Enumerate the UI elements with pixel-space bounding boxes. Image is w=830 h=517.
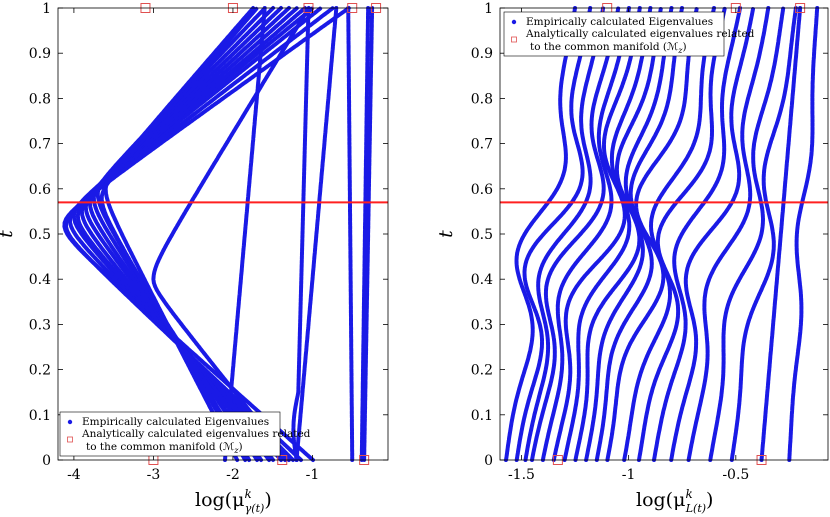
legend-entry-analytic: Analytically calculated eigenvalues rela… — [81, 428, 311, 440]
series-line-11 — [622, 6, 716, 462]
legend-entry-tail: ) — [238, 441, 242, 453]
legend-dot-icon — [67, 419, 73, 425]
series-line-2 — [523, 6, 606, 462]
y-tick-label: 0.4 — [471, 272, 493, 288]
series-line-6 — [562, 6, 653, 462]
y-tick-label: 1 — [42, 1, 51, 17]
y-tick-label: 0.2 — [29, 363, 51, 379]
y-tick-label: 0 — [42, 453, 51, 469]
series-line-0 — [504, 6, 577, 462]
y-tick-label: 0.5 — [29, 227, 51, 243]
series-line-6 — [83, 6, 291, 462]
y-tick-label: 0.6 — [29, 182, 51, 198]
y-axis-label: t — [435, 230, 457, 238]
legend-entry-analytic-cont: to the common manifold (ℳz) — [86, 441, 243, 455]
x-tick-label: -4 — [67, 467, 81, 483]
y-tick-label: 0.8 — [29, 91, 51, 107]
x-axis-label-sup: k — [244, 487, 251, 501]
y-tick-label: 0.9 — [29, 46, 51, 62]
legend-box — [59, 411, 281, 457]
series-line-10 — [99, 6, 260, 462]
legend-entry-empirical: Empirically calculated Eigenvalues — [526, 16, 713, 28]
x-axis-label-sub: L(t) — [685, 502, 706, 515]
x-axis-label-base: log(μ — [636, 489, 685, 511]
x-axis-label-sub: γ(t) — [245, 502, 265, 515]
series-line-4 — [75, 6, 307, 462]
y-tick-label: 0.4 — [29, 272, 51, 288]
y-tick-label: 0.3 — [471, 317, 493, 333]
x-axis-label-close: ) — [706, 489, 713, 511]
y-tick-label: 0.7 — [29, 137, 51, 153]
x-tick-label: -3 — [147, 467, 161, 483]
y-tick-label: 0.8 — [471, 91, 493, 107]
legend-entry-text: to the common manifold (ℳ — [530, 41, 679, 53]
legend-entry-analytic: Analytically calculated eigenvalues rela… — [525, 28, 755, 40]
series-line-14 — [346, 6, 355, 462]
y-tick-label: 0.7 — [471, 137, 493, 153]
series-line-15 — [362, 6, 375, 462]
series-line-1 — [514, 6, 593, 462]
x-axis-label-base: log(μ — [195, 489, 244, 511]
y-tick-label: 0.6 — [471, 182, 493, 198]
series-line-3 — [530, 6, 621, 462]
legend: Empirically calculated EigenvaluesAnalyt… — [59, 411, 311, 457]
x-axis-label: log(μk L(t)) — [636, 487, 713, 515]
series-line-8 — [91, 6, 276, 462]
series-group — [62, 6, 375, 462]
x-axis-label-close: ) — [264, 489, 271, 511]
legend-box — [503, 11, 725, 57]
series-line-15 — [686, 6, 771, 462]
x-tick-label: -1 — [622, 467, 636, 483]
legend-dot-icon — [511, 19, 517, 25]
legend-entry-tail: ) — [682, 41, 686, 53]
x-tick-label: -1.5 — [508, 467, 535, 483]
legend-entry-sub: z — [677, 46, 683, 55]
x-tick-label: -0.5 — [722, 467, 749, 483]
series-line-16 — [223, 6, 267, 462]
x-tick-label: -2 — [226, 467, 240, 483]
left-chart: -4 -3 -2 -1 0 0.1 0.2 0.3 0.4 0.5 0.6 0.7 0.8 0.9 1 t lo… — [0, 1, 389, 515]
series-line-17 — [294, 6, 339, 462]
legend-entry-text: to the common manifold (ℳ — [86, 441, 235, 453]
y-tick-label: 0 — [484, 453, 493, 469]
series-line-18 — [759, 6, 803, 462]
legend-entry-empirical: Empirically calculated Eigenvalues — [82, 416, 269, 428]
y-tick-label: 0.1 — [471, 408, 493, 424]
series-line-8 — [584, 6, 674, 462]
y-axis-label: t — [0, 230, 17, 238]
y-tick-label: 0.1 — [29, 408, 51, 424]
y-tick-label: 0.9 — [471, 46, 493, 62]
series-line-12 — [637, 6, 727, 462]
x-axis-label-sup: k — [685, 487, 692, 501]
series-line-13 — [652, 6, 742, 462]
series-line-4 — [540, 6, 631, 462]
legend-entry-sub: z — [233, 446, 239, 455]
y-tick-label: 0.2 — [471, 363, 493, 379]
legend-entry-analytic-cont: to the common manifold (ℳz) — [530, 41, 687, 55]
series-line-18 — [359, 6, 371, 462]
series-line-13 — [291, 6, 311, 462]
right-chart: -1.5 -1 -0.5 0 0.1 0.2 0.3 0.4 0.5 0.6 0.7 0.8 0.9 1 t… — [435, 1, 829, 515]
legend: Empirically calculated EigenvaluesAnalyt… — [503, 11, 755, 57]
series-group — [504, 6, 820, 462]
y-tick-label: 0.3 — [29, 317, 51, 333]
series-line-5 — [551, 6, 642, 462]
series-line-17 — [729, 6, 798, 462]
legend-square-icon — [67, 436, 73, 443]
x-tick-label: -1 — [306, 467, 320, 483]
series-line-12 — [151, 6, 311, 462]
legend-square-icon — [511, 36, 517, 43]
series-line-11 — [103, 6, 256, 462]
series-line-16 — [708, 6, 786, 462]
y-tick-label: 1 — [484, 1, 493, 17]
y-tick-label: 0.5 — [471, 227, 493, 243]
series-line-10 — [605, 6, 699, 462]
series-line-14 — [669, 6, 756, 462]
x-axis-label: log(μk γ(t)) — [195, 487, 272, 515]
series-line-19 — [787, 6, 820, 462]
